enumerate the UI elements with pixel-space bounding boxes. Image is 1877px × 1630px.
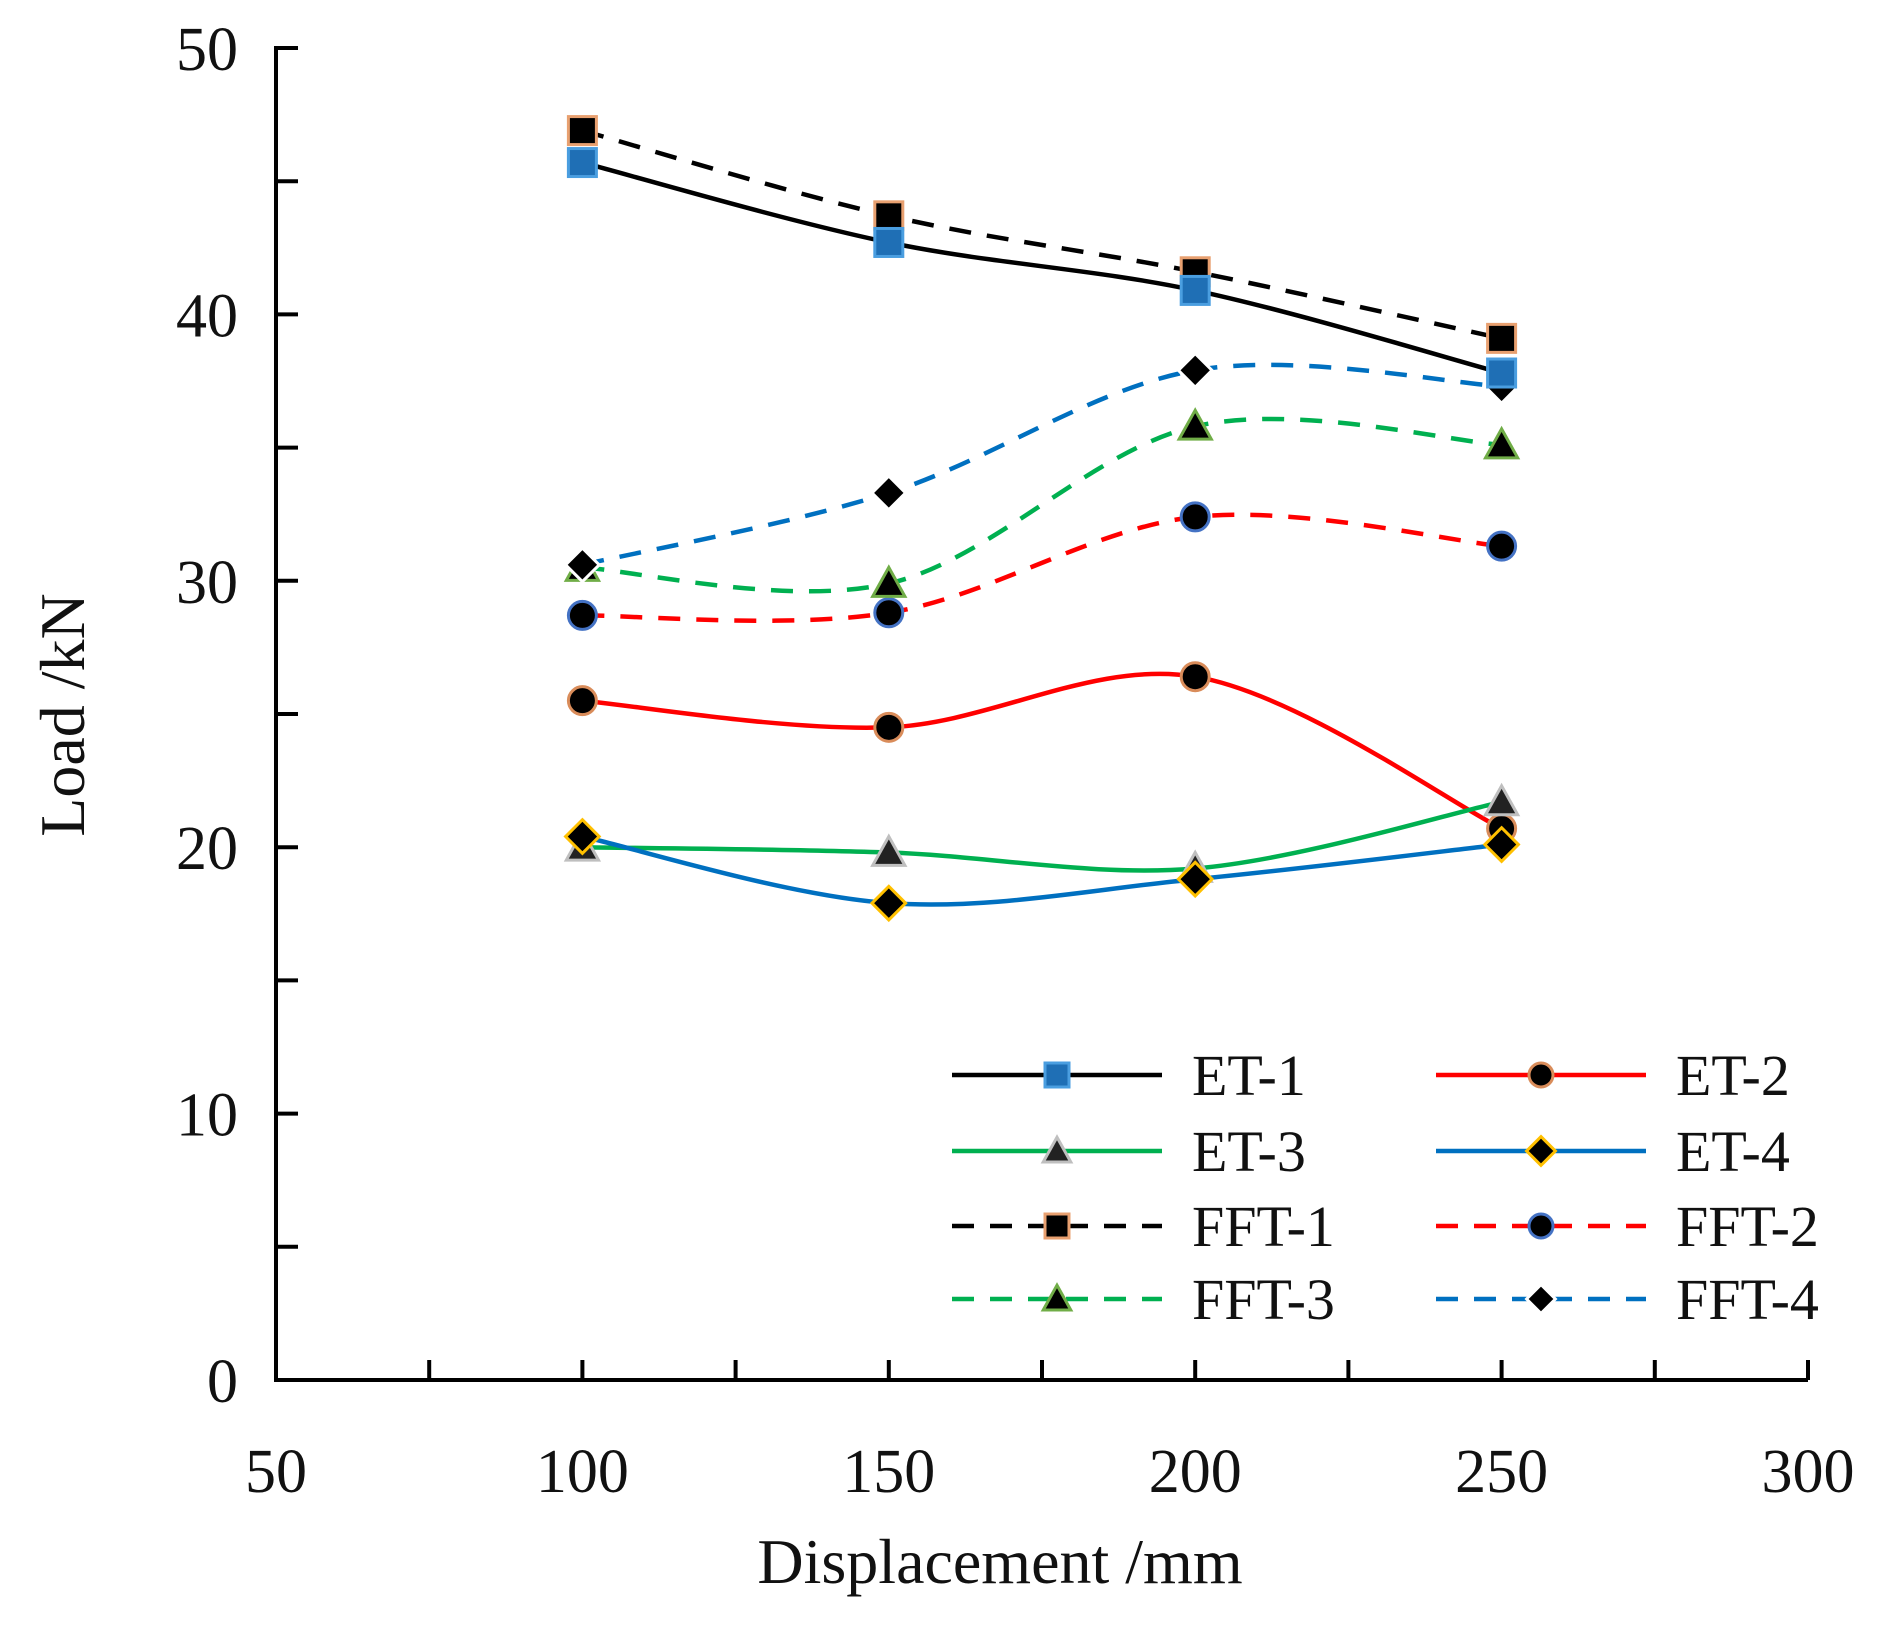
point-fft-4-x150	[869, 473, 908, 512]
line-fft-3	[582, 416, 1502, 594]
point-et-3-x150	[870, 833, 908, 867]
point-et-2-x200	[1179, 661, 1211, 693]
line-et-1	[581, 160, 1503, 376]
point-fft-2-x200	[1179, 501, 1211, 533]
series-fft-2	[566, 501, 1518, 631]
series-fft-4	[563, 351, 1521, 584]
point-et-4-x250	[1482, 825, 1521, 864]
legend-item-fft-4: FFT-4	[1436, 1267, 1819, 1332]
legend-label: ET-1	[1192, 1043, 1306, 1108]
legend: ET-1 ET-2 ET-3 ET-4 FFT-1 FFT-2 FFT-3 FFT-4	[952, 1043, 1819, 1332]
point-et-3-x250	[1482, 782, 1521, 817]
point-et-2-x100	[566, 685, 598, 717]
line-fft-4	[581, 362, 1502, 567]
legend-item-fft-2: FFT-2	[1436, 1194, 1819, 1259]
line-et-2	[582, 671, 1503, 831]
point-fft-1-x250	[1486, 322, 1518, 354]
legend-marker	[1043, 1061, 1071, 1089]
x-tick-label: 50	[245, 1438, 307, 1506]
legend-item-et-4: ET-4	[1436, 1119, 1790, 1184]
legend-label: ET-2	[1676, 1043, 1790, 1108]
point-et-4-x100	[563, 817, 602, 856]
legend-item-fft-1: FFT-1	[952, 1194, 1335, 1259]
series-et-2	[566, 661, 1518, 845]
y-tick-label: 50	[176, 16, 238, 84]
point-fft-1-x150	[873, 200, 905, 232]
series-fft-3	[563, 407, 1521, 598]
point-et-4-x200	[1176, 860, 1215, 899]
y-tick-label: 10	[176, 1082, 238, 1150]
point-fft-4-x100	[563, 545, 602, 584]
line-fft-2	[582, 512, 1502, 623]
point-fft-4-x200	[1176, 351, 1215, 390]
y-tick-label: 0	[207, 1348, 238, 1416]
point-fft-2-x150	[873, 597, 905, 629]
x-tick-label: 250	[1455, 1438, 1548, 1506]
tick-labels: 0 10 20 30 40 50 50 100 150 200 250 300	[176, 16, 1855, 1506]
legend-label: FFT-3	[1192, 1267, 1335, 1332]
series-et-1	[566, 147, 1518, 389]
point-fft-3-x150	[870, 564, 908, 598]
series-et-4	[563, 817, 1521, 923]
legend-marker	[1524, 1282, 1558, 1316]
legend-label: FFT-1	[1192, 1194, 1335, 1259]
legend-marker	[1524, 1134, 1558, 1168]
legend-item-et-3: ET-3	[952, 1119, 1306, 1184]
y-axis-title: Load /kN	[27, 593, 98, 837]
point-et-1-x100	[566, 147, 598, 179]
legend-item-fft-3: FFT-3	[952, 1267, 1335, 1332]
legend-marker	[1043, 1212, 1071, 1240]
point-fft-2-x250	[1486, 530, 1518, 562]
legend-label: FFT-2	[1676, 1194, 1819, 1259]
axes	[274, 46, 1810, 1382]
legend-label: ET-3	[1192, 1119, 1306, 1184]
legend-marker	[1527, 1061, 1555, 1089]
x-tick-label: 200	[1149, 1438, 1242, 1506]
point-et-2-x150	[873, 711, 905, 743]
y-tick-label: 40	[176, 282, 238, 350]
x-tick-label: 150	[842, 1438, 935, 1506]
legend-item-et-2: ET-2	[1436, 1043, 1790, 1108]
point-fft-3-x200	[1176, 407, 1214, 441]
x-tick-label: 100	[536, 1438, 629, 1506]
x-axis-title: Displacement /mm	[757, 1526, 1242, 1597]
series-fft-1	[566, 115, 1518, 354]
point-fft-1-x100	[566, 115, 598, 147]
point-et-1-x150	[873, 226, 905, 258]
legend-label: FFT-4	[1676, 1267, 1819, 1332]
line-et-4	[581, 834, 1502, 907]
legend-marker	[1040, 1282, 1074, 1312]
legend-label: ET-4	[1676, 1119, 1790, 1184]
x-tick-label: 300	[1762, 1438, 1855, 1506]
point-et-1-x250	[1486, 357, 1518, 389]
legend-item-et-1: ET-1	[952, 1043, 1306, 1108]
point-et-4-x150	[869, 884, 908, 923]
line-fft-1	[581, 128, 1503, 341]
point-fft-3-x250	[1482, 425, 1521, 460]
legend-marker	[1527, 1212, 1555, 1240]
legend-marker	[1040, 1134, 1074, 1164]
y-tick-label: 20	[176, 815, 238, 883]
point-fft-2-x100	[566, 599, 598, 631]
line-et-3	[582, 799, 1503, 873]
y-tick-label: 30	[176, 549, 238, 617]
point-et-1-x200	[1179, 274, 1211, 306]
series-layer	[563, 115, 1521, 923]
